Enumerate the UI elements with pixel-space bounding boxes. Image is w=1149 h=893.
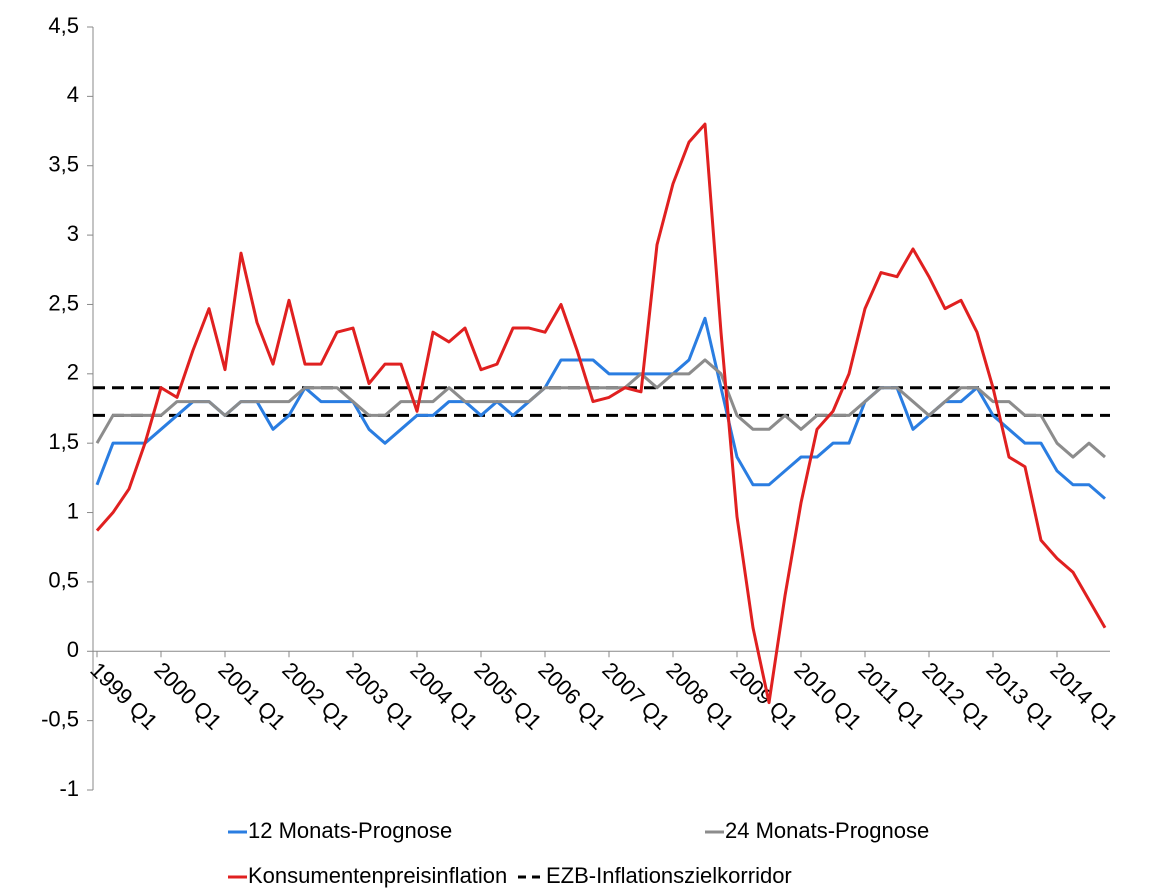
series-line xyxy=(95,358,1106,459)
y-tick-label: 4 xyxy=(67,82,79,107)
legend-label: Konsumentenpreisinflation xyxy=(248,863,507,888)
x-tick-label: 1999 Q1 xyxy=(85,657,162,734)
x-tick-label: 2009 Q1 xyxy=(725,657,802,734)
series-line xyxy=(95,316,1106,500)
x-tick-label: 2005 Q1 xyxy=(469,657,546,734)
x-tick-label: 2006 Q1 xyxy=(533,657,610,734)
y-tick-label: 4,5 xyxy=(48,13,79,38)
x-tick-label: 2010 Q1 xyxy=(789,657,866,734)
x-tick-label: 2008 Q1 xyxy=(661,657,738,734)
legend-label: 12 Monats-Prognose xyxy=(248,818,452,843)
x-tick-label: 2004 Q1 xyxy=(405,657,482,734)
y-tick-label: -1 xyxy=(59,776,79,801)
x-tick-label: 2003 Q1 xyxy=(341,657,418,734)
y-tick-label: -0,5 xyxy=(41,706,79,731)
x-tick-label: 2002 Q1 xyxy=(277,657,354,734)
x-tick-label: 2012 Q1 xyxy=(917,657,994,734)
x-tick-label: 2011 Q1 xyxy=(853,657,929,733)
x-tick-label: 2013 Q1 xyxy=(981,657,1058,734)
y-tick-label: 0 xyxy=(67,637,79,662)
y-tick-label: 1 xyxy=(67,498,79,523)
legend-label: 24 Monats-Prognose xyxy=(725,818,929,843)
x-tick-label: 2001 Q1 xyxy=(213,657,290,734)
y-tick-label: 2 xyxy=(67,360,79,385)
x-tick-label: 2007 Q1 xyxy=(597,657,674,734)
x-tick-label: 2000 Q1 xyxy=(149,657,226,734)
series-line xyxy=(95,122,1107,705)
y-tick-label: 0,5 xyxy=(48,568,79,593)
y-tick-label: 1,5 xyxy=(48,429,79,454)
y-tick-label: 3,5 xyxy=(48,152,79,177)
x-tick-label: 2014 Q1 xyxy=(1045,657,1122,734)
y-tick-label: 2,5 xyxy=(48,290,79,315)
y-tick-label: 3 xyxy=(67,221,79,246)
legend-label: EZB-Inflationszielkorridor xyxy=(546,863,792,888)
